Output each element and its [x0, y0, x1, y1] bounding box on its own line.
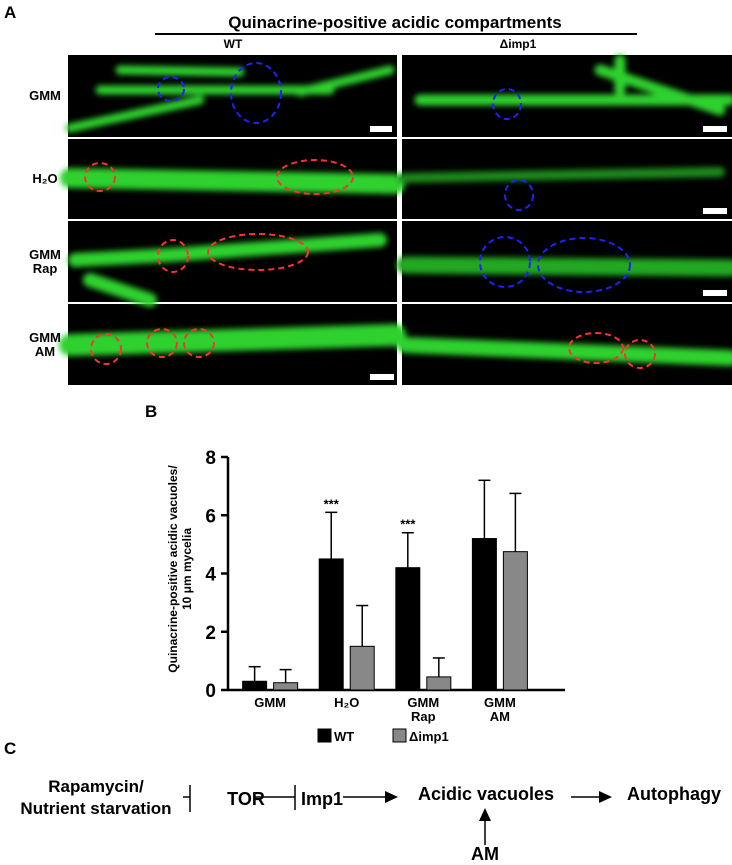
- x-tick-label: GMM Rap: [407, 695, 440, 724]
- y-tick-label: 8: [205, 448, 216, 469]
- bar: [349, 645, 375, 691]
- pathway-arrows: [183, 785, 612, 845]
- column-header: WT: [224, 37, 243, 51]
- x-tick-label: H₂O: [334, 695, 360, 710]
- panel-label: A: [4, 3, 16, 22]
- legend-label: Δimp1: [409, 729, 449, 744]
- bar: [242, 680, 268, 691]
- bar: [502, 551, 528, 691]
- pathway-node: TOR: [227, 789, 265, 809]
- bar: [426, 676, 452, 691]
- panel-label: B: [145, 402, 157, 421]
- bar: [395, 567, 421, 691]
- pathway-node: Autophagy: [627, 784, 721, 804]
- pathway-node: Rapamycin/ Nutrient starvation: [20, 777, 172, 818]
- panel-label: C: [4, 739, 16, 758]
- significance: ***: [324, 496, 340, 511]
- y-tick-label: 4: [205, 565, 216, 586]
- pathway-node: Acidic vacuoles: [417, 784, 555, 804]
- x-tick-label: GMM AM: [484, 695, 516, 724]
- y-tick-label: 6: [205, 506, 216, 527]
- pathway-node: Imp1: [300, 789, 343, 809]
- bar: [318, 558, 344, 691]
- row-label: GMM Rap: [29, 247, 61, 276]
- x-tick-label: GMM: [254, 695, 287, 710]
- y-axis-label: Quinacrine-positive acidic vacuoles/ 10 …: [166, 465, 194, 673]
- bar: [273, 682, 299, 691]
- legend-label: WT: [334, 729, 354, 744]
- y-tick-label: 2: [205, 623, 216, 644]
- legend-swatch: [392, 728, 407, 743]
- legend-swatch: [317, 728, 332, 743]
- pathway-node: AM: [471, 844, 499, 864]
- bar: [471, 538, 497, 691]
- significance: ***: [400, 517, 416, 532]
- panel-title: Quinacrine-positive acidic compartments: [228, 13, 561, 32]
- column-header: Δimp1: [500, 37, 537, 51]
- row-label: GMM: [29, 88, 61, 103]
- row-label: GMM AM: [29, 330, 61, 359]
- row-label: H₂O: [32, 171, 58, 186]
- micrographs: [59, 54, 732, 385]
- y-tick-label: 0: [205, 681, 216, 702]
